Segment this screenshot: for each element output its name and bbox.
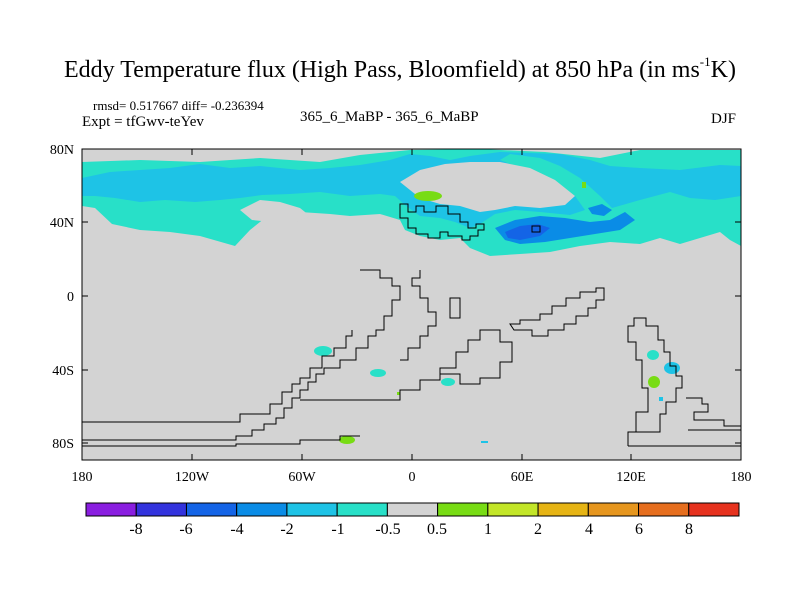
colorbar-box: [185, 502, 238, 517]
colorbar-label: -8: [129, 521, 142, 538]
field-green-dot: [582, 182, 586, 188]
colorbar-box: [587, 502, 640, 517]
experiment-label: Expt = tfGwv-teYev: [82, 114, 204, 130]
field-blue-east-core: [505, 224, 550, 240]
field-cyan-south3: [441, 378, 455, 386]
season-label: DJF: [711, 111, 737, 127]
lon-label: 120W: [175, 470, 210, 485]
colorbar-box: [437, 502, 489, 517]
colorbar-label: 1: [484, 521, 492, 538]
colorbar-box: [537, 502, 589, 517]
plot-title: Eddy Temperature flux (High Pass, Bloomf…: [64, 54, 736, 83]
field-green-south2: [339, 436, 355, 444]
tick-marks: [82, 148, 741, 460]
field-cyan-med: [412, 220, 440, 236]
field-green-north: [414, 191, 442, 201]
field-blue-patch: [588, 204, 612, 216]
comparison-label: 365_6_MaBP - 365_6_MaBP: [300, 109, 479, 125]
lat-label: 40S: [52, 364, 74, 379]
field-cyan-south6: [481, 441, 488, 443]
colorbar-label: 2: [534, 521, 542, 538]
colorbar-label: -2: [280, 521, 293, 538]
field-cyan-south4: [647, 350, 659, 360]
coast-australia: [509, 287, 605, 337]
lat-labels: 80N 40N 0 40S 80S: [50, 143, 74, 452]
lon-label: 120E: [616, 470, 646, 485]
colorbar-labels: -8 -6 -4 -2 -1 -0.5 0.5 1 2 4 6 8: [129, 521, 693, 538]
field-cyan-south7: [659, 397, 663, 401]
colorbar-box: [386, 502, 439, 517]
lon-label: 180: [731, 470, 752, 485]
lat-label: 40N: [50, 216, 74, 231]
colorbar-label: -0.5: [375, 521, 400, 538]
field-gap-west: [240, 200, 310, 222]
colorbar-label: -4: [230, 521, 243, 538]
colorbar-box: [85, 502, 137, 517]
coast-southern-ocean: [300, 329, 513, 401]
field-green-south3: [397, 392, 400, 395]
field-gap-north: [400, 162, 575, 212]
lon-labels: 180 120W 60W 0 60E 120E 180: [72, 470, 752, 485]
colorbar-box: [286, 502, 338, 517]
lon-label: 0: [409, 470, 416, 485]
lat-label: 80S: [52, 437, 74, 452]
colorbar-box: [336, 502, 388, 517]
lon-label: 180: [72, 470, 93, 485]
field-green-south1: [648, 376, 660, 388]
field-cyan-south5: [664, 362, 680, 374]
coastlines: [82, 203, 741, 447]
lon-label: 60E: [511, 470, 534, 485]
colorbar-box: [638, 502, 690, 517]
lat-label: 80N: [50, 143, 74, 158]
coast-eurasia: [399, 203, 485, 241]
colorbar-box: [236, 502, 288, 517]
stats-label: rmsd= 0.517667 diff= -0.236394: [93, 98, 264, 113]
colorbar-label: 4: [585, 521, 593, 538]
lon-label: 60W: [288, 470, 316, 485]
field-cyan-south1: [314, 346, 332, 356]
colorbar-box: [487, 502, 539, 517]
colorbar-label: 6: [635, 521, 643, 538]
colorbar-label: 8: [685, 521, 693, 538]
colorbar-label: -6: [179, 521, 192, 538]
colorbar: [85, 502, 740, 517]
coast-africa-east: [400, 270, 437, 361]
coast-asia-inner: [531, 225, 541, 233]
lat-label: 0: [67, 290, 74, 305]
coast-southeast: [686, 397, 741, 431]
coast-africa-sam: [82, 269, 401, 441]
colorbar-label: 0.5: [427, 521, 447, 538]
coast-antarctic-pen: [82, 330, 353, 423]
field-cyan-south2: [370, 369, 386, 377]
colorbar-box: [135, 502, 187, 517]
coast-east-continent: [627, 317, 741, 447]
coast-south-shelf: [82, 435, 360, 447]
colorbar-box: [688, 502, 740, 517]
colorbar-label: -1: [331, 521, 344, 538]
coast-island-small: [449, 297, 461, 319]
